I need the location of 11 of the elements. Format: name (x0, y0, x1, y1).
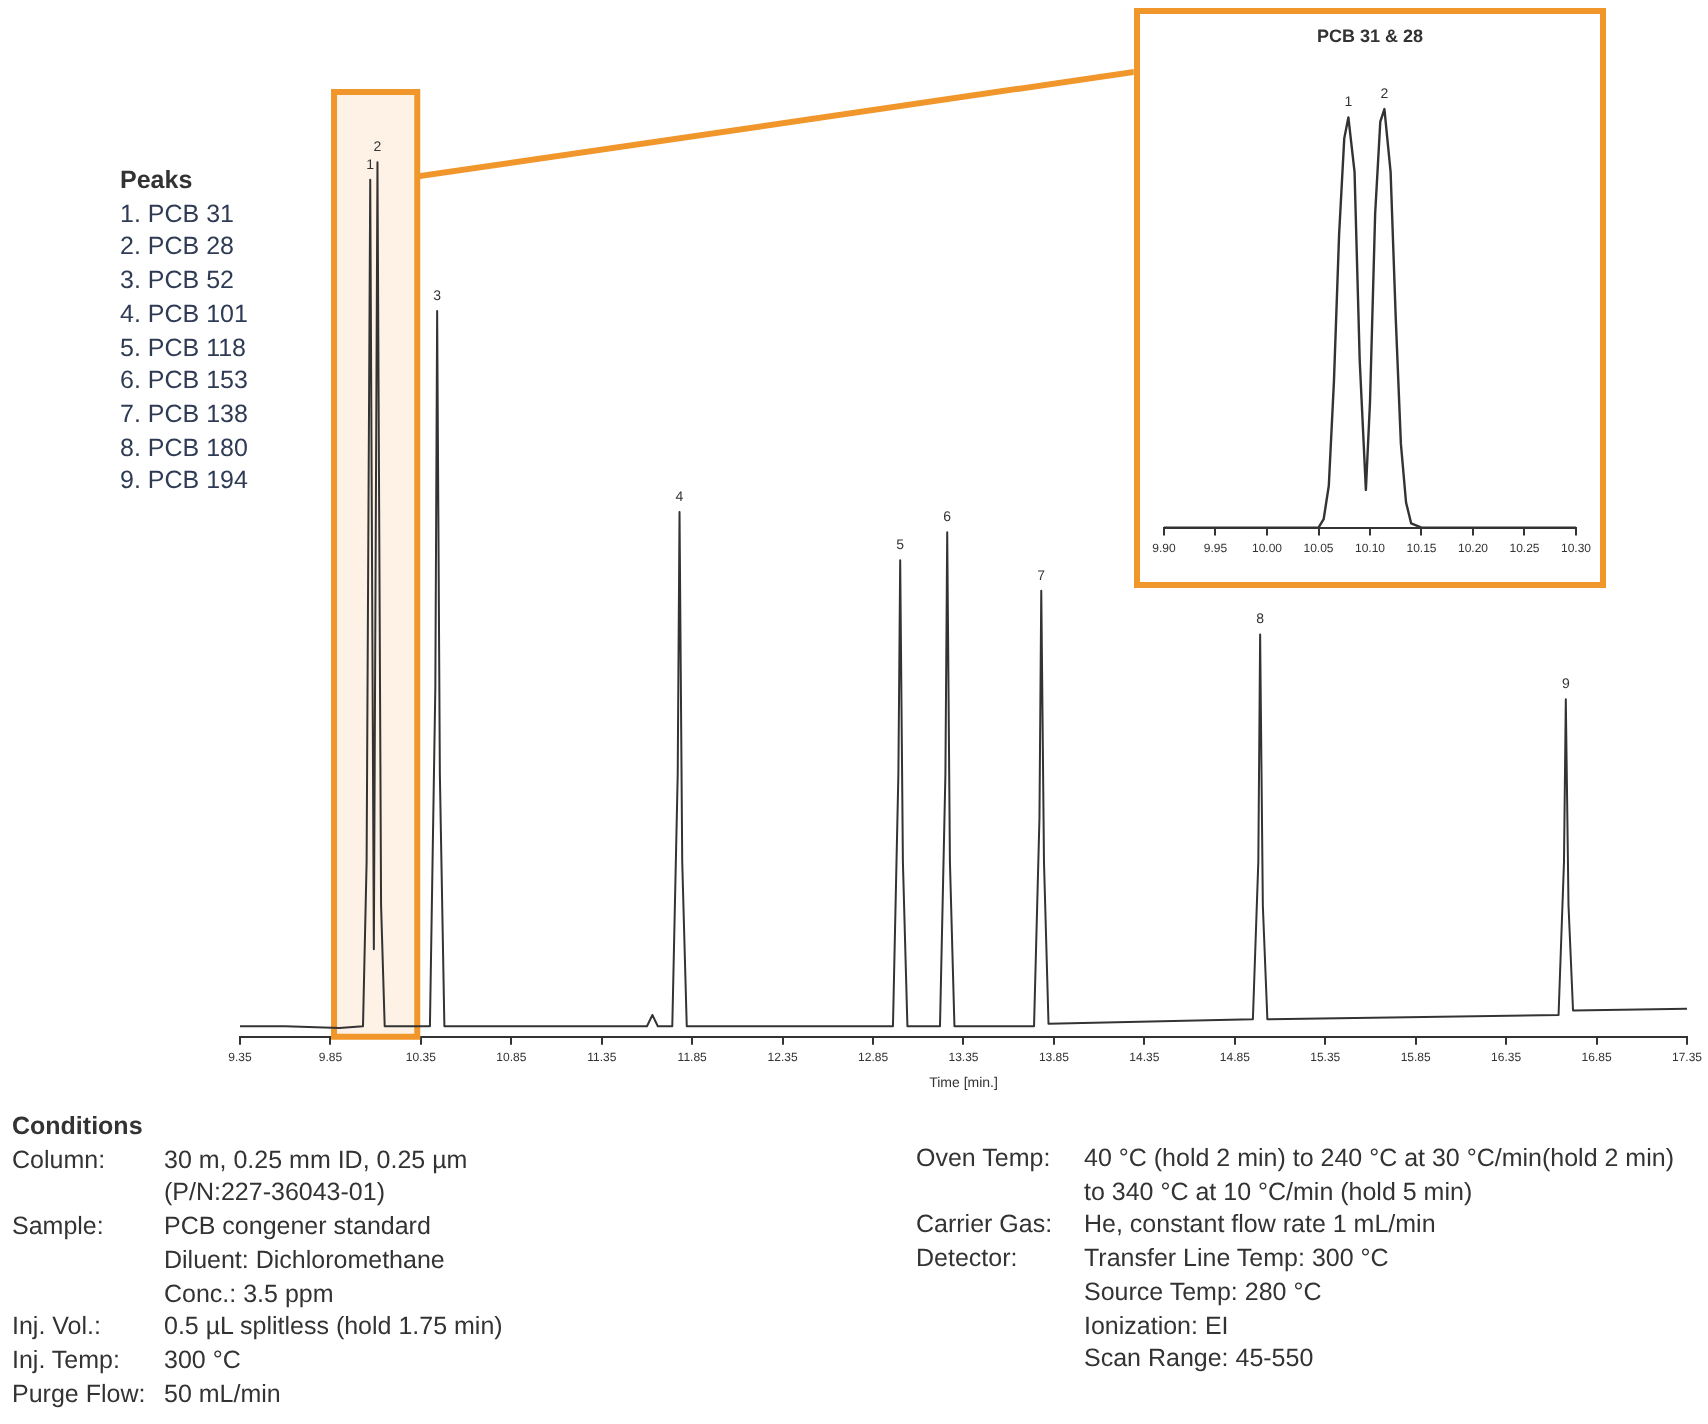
text: Column: 30 m, 0.25 mm ID, 0.25 µm (P/N:227-36043-01) (12, 1145, 468, 1207)
text: Detector: Transfer Line Temp: 300 °C Source Temp: 280 °C Ionization: EI Scan Range: 45-550 (916, 1244, 1389, 1373)
text: Carrier Gas: He, constant flow rate 1 mL/min (916, 1210, 1436, 1239)
text: Inj. Temp: 300 °C (12, 1345, 241, 1374)
text: Inj. Vol.: 0.5 µL splitless (hold 1.75 min) (12, 1312, 503, 1341)
text: Conditions (12, 1110, 143, 1144)
text: Sample: PCB congener standard Diluent: Dichloromethane Conc.: 3.5 ppm (12, 1212, 445, 1308)
text: Purge Flow: 50 mL/min (12, 1377, 281, 1411)
text: Peaks 1. PCB 31 2. PCB 28 3. PCB 52 4. PCB 101 5. PCB 118 6. PCB 153 7. PCB 138 8. PCB 180 9. PCB 194 (120, 166, 248, 495)
text: Oven Temp: 40 °C (hold 2 min) to 240 °C at 30 °C/min(hold 2 min) to 340 °C at 10 °C/min (hold 5 min) (916, 1144, 1674, 1206)
chart-title: PCB 31 & 28 (1316, 25, 1424, 46)
